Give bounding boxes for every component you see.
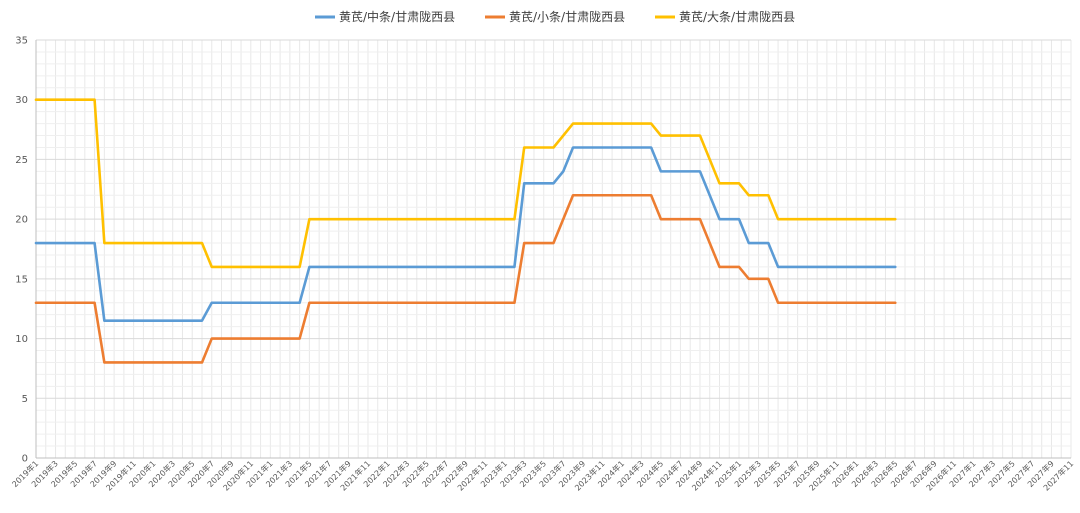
axes: 051015202530352019年12019年32019年52019年720… [10, 36, 1076, 493]
legend-label-1: 黄芪/中条/甘肃陇西县 [339, 9, 455, 24]
y-tick-label: 30 [15, 95, 28, 106]
series-line-2 [34, 193, 897, 364]
grid [35, 39, 1072, 459]
legend: 黄芪/中条/甘肃陇西县 黄芪/小条/甘肃陇西县 黄芪/大条/甘肃陇西县 [315, 9, 795, 24]
series-line-1 [34, 146, 897, 322]
y-tick-label: 5 [22, 394, 28, 405]
legend-label-2: 黄芪/小条/甘肃陇西县 [509, 9, 625, 24]
legend-label-3: 黄芪/大条/甘肃陇西县 [679, 9, 795, 24]
series-lines [34, 98, 897, 364]
y-tick-label: 0 [22, 454, 28, 465]
y-tick-label: 15 [15, 274, 28, 285]
y-tick-label: 10 [15, 334, 28, 345]
y-tick-label: 20 [15, 215, 28, 226]
series-line-3 [34, 98, 897, 269]
y-tick-label: 35 [15, 36, 28, 47]
y-tick-label: 25 [15, 155, 28, 166]
